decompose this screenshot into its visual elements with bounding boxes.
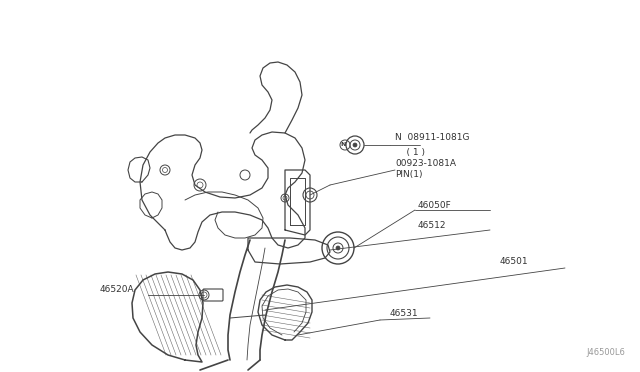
Text: J46500L6: J46500L6 — [586, 348, 625, 357]
Circle shape — [336, 246, 340, 250]
Text: 46531: 46531 — [390, 308, 419, 317]
Text: N  08911-1081G: N 08911-1081G — [395, 134, 470, 142]
Circle shape — [353, 143, 357, 147]
Text: ( 1 ): ( 1 ) — [395, 148, 425, 157]
Text: 46520A: 46520A — [100, 285, 134, 295]
Text: PIN(1): PIN(1) — [395, 170, 422, 180]
Text: 46512: 46512 — [418, 221, 447, 231]
Text: 46050F: 46050F — [418, 201, 452, 209]
Text: 46501: 46501 — [500, 257, 529, 266]
Text: 00923-1081A: 00923-1081A — [395, 158, 456, 167]
Text: N: N — [340, 142, 346, 148]
